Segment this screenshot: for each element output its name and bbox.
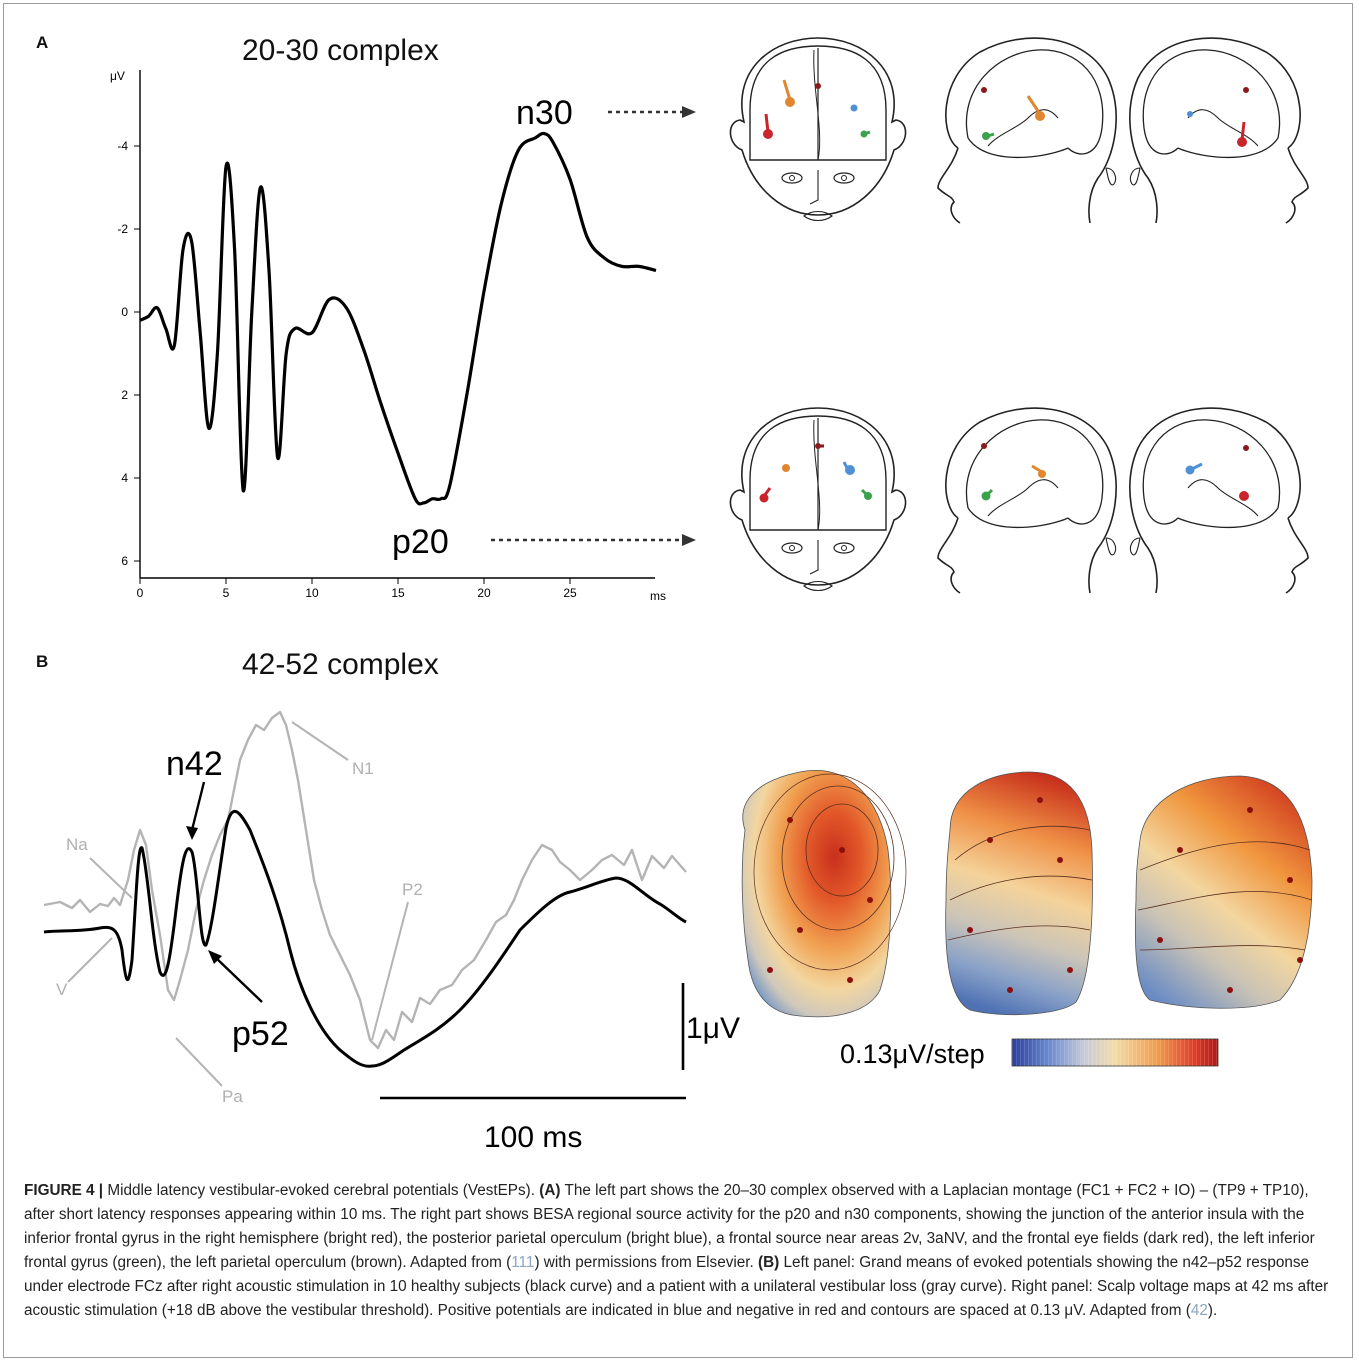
right-side-head-p20 <box>1129 407 1309 594</box>
x-tick-label: 10 <box>305 586 319 600</box>
y-tick-label: 2 <box>121 388 128 402</box>
p2-label: P2 <box>402 880 423 899</box>
y-tick-label: -2 <box>117 222 128 236</box>
gray-curve-patient <box>43 710 687 1050</box>
p20-label: p20 <box>392 523 449 561</box>
black-curve-healthy <box>43 810 687 1068</box>
caption-text-4: Left panel: Grand means of evoked potent… <box>24 1254 1329 1319</box>
scalp-map-side <box>1134 775 1313 1009</box>
na-label: Na <box>66 835 88 854</box>
panel-b-chart: n42 p52 N1 P2 Na V Pa 1μV 100 ms <box>43 710 740 1154</box>
front-view-head-p20 <box>729 407 907 592</box>
left-side-head-n30 <box>937 37 1117 224</box>
panel-a-chart: 0 5 10 15 20 25 -4 -2 0 2 4 6 μV ms n30 p20 <box>110 69 696 603</box>
scalp-map-back <box>945 771 1093 1016</box>
pa-arrow <box>175 1037 223 1087</box>
y-tick-label: 6 <box>121 554 128 568</box>
panel-b-letter: B <box>36 652 49 671</box>
p52-arrow-head <box>208 950 222 964</box>
left-side-head-p20 <box>937 407 1117 594</box>
n42-arrow <box>190 781 206 831</box>
caption-b-label: (B) <box>758 1254 780 1271</box>
panel-a-waveform <box>139 131 657 506</box>
figure-caption: FIGURE 4 | Middle latency vestibular-evo… <box>24 1179 1334 1323</box>
colorbar-steps <box>1012 1039 1218 1066</box>
time-scale-label: 100 ms <box>484 1121 582 1154</box>
figure-frame <box>3 3 1353 1358</box>
x-tick-label: 25 <box>563 586 577 600</box>
n42-label: n42 <box>166 745 223 783</box>
caption-text-3: ) with permissions from Elsevier. <box>534 1254 759 1271</box>
caption-figure-label: FIGURE 4 | <box>24 1182 104 1199</box>
caption-ref-42[interactable]: 42 <box>1190 1302 1208 1319</box>
n30-label: n30 <box>516 94 573 132</box>
x-tick-label: 20 <box>477 586 491 600</box>
right-side-head-n30 <box>1129 37 1309 224</box>
caption-text-2: The left part shows the 20–30 complex ob… <box>24 1182 1315 1271</box>
scalp-voltage-maps: 0.13μV/step <box>741 770 1313 1069</box>
x-tick-label: 0 <box>137 586 144 600</box>
p52-arrow <box>213 955 263 1003</box>
x-unit-label: ms <box>650 589 666 603</box>
panel-b-title: 42-52 complex <box>242 648 439 681</box>
v-arrow <box>67 937 113 983</box>
p52-label: p52 <box>232 1015 289 1053</box>
caption-text-1: Middle latency vestibular-evoked cerebra… <box>103 1182 540 1199</box>
n1-label: N1 <box>352 759 374 778</box>
na-arrow <box>89 857 133 899</box>
colorbar-label: 0.13μV/step <box>840 1039 985 1069</box>
y-tick-label: 4 <box>121 471 128 485</box>
n42-arrow-head <box>186 826 198 840</box>
front-view-head-n30 <box>729 37 907 222</box>
caption-ref-111[interactable]: 111 <box>511 1254 535 1271</box>
p20-arrow-head <box>682 534 696 546</box>
caption-a-label: (A) <box>539 1182 561 1199</box>
n1-arrow <box>291 721 349 761</box>
brain-source-schematics <box>729 37 1309 594</box>
n30-arrow-head <box>682 106 696 118</box>
y-unit-label: μV <box>110 69 125 83</box>
v-label: V <box>56 980 68 999</box>
panel-a-title: 20-30 complex <box>242 34 439 67</box>
scalp-map-front <box>741 770 907 1018</box>
x-tick-label: 5 <box>223 586 230 600</box>
p2-arrow <box>371 901 409 1041</box>
y-tick-label: 0 <box>121 305 128 319</box>
y-tick-label: -4 <box>117 139 128 153</box>
pa-label: Pa <box>222 1087 243 1106</box>
voltage-scale-label: 1μV <box>686 1012 740 1045</box>
x-tick-label: 15 <box>391 586 405 600</box>
panel-a-letter: A <box>36 33 49 52</box>
caption-text-5: ). <box>1207 1302 1218 1319</box>
